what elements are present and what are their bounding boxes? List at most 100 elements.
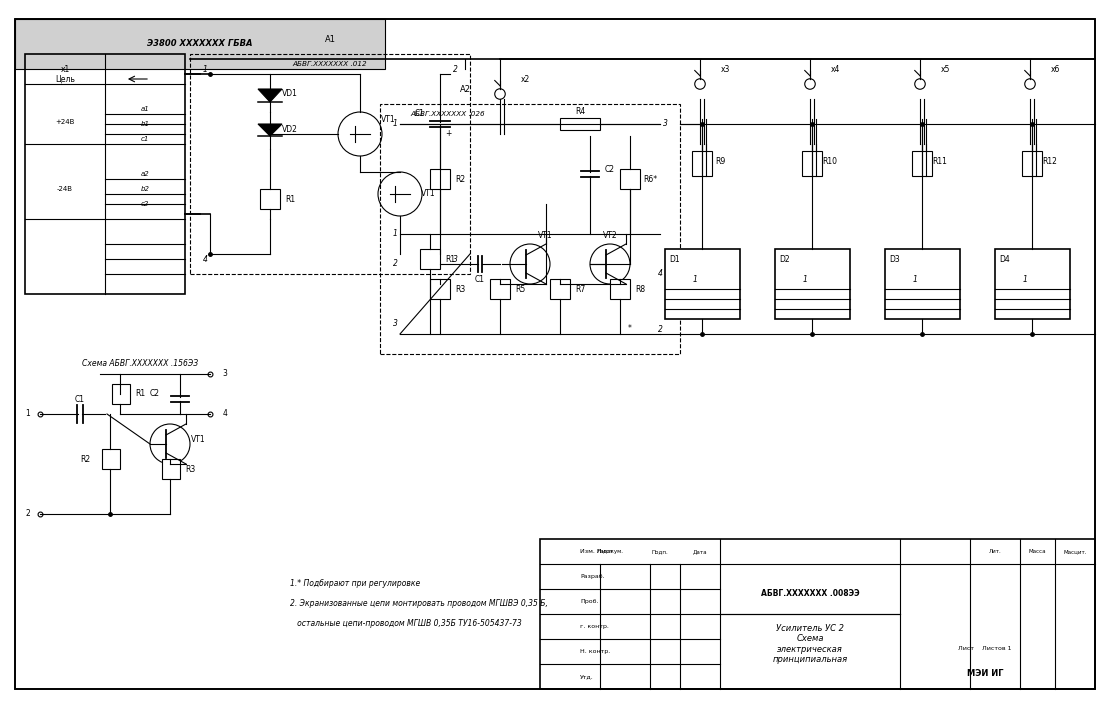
Bar xyxy=(802,151,822,176)
Text: Схема АБВГ.XXXXXXX .156ЭЗ: Схема АБВГ.XXXXXXX .156ЭЗ xyxy=(81,360,198,368)
Bar xyxy=(190,54,470,274)
Text: Масцит.: Масцит. xyxy=(1064,549,1087,554)
Text: -24В: -24В xyxy=(57,186,73,192)
Bar xyxy=(620,169,639,189)
Text: D1: D1 xyxy=(670,255,681,263)
Text: Лист    Листов 1: Лист Листов 1 xyxy=(959,646,1012,651)
Text: a1: a1 xyxy=(141,106,150,112)
Text: Разраб.: Разраб. xyxy=(580,574,605,579)
Text: VT1: VT1 xyxy=(381,115,395,123)
Text: x4: x4 xyxy=(830,65,839,73)
Text: VT1: VT1 xyxy=(538,232,552,241)
Text: a2: a2 xyxy=(141,171,150,177)
Bar xyxy=(885,249,960,319)
Text: 3: 3 xyxy=(393,320,397,329)
Text: C2: C2 xyxy=(605,165,615,173)
Bar xyxy=(610,279,631,299)
Bar xyxy=(162,459,180,479)
Text: 3: 3 xyxy=(222,370,228,379)
Text: R7: R7 xyxy=(575,284,585,294)
Text: 1: 1 xyxy=(203,65,208,73)
Bar xyxy=(381,104,680,354)
Bar xyxy=(665,249,740,319)
Text: 1: 1 xyxy=(26,410,30,418)
Text: Утд.: Утд. xyxy=(580,674,594,679)
Text: 1: 1 xyxy=(1022,275,1028,284)
Bar xyxy=(775,249,850,319)
Bar xyxy=(540,539,1095,689)
Text: 2: 2 xyxy=(393,260,397,268)
Text: VT2: VT2 xyxy=(603,232,617,241)
Text: Масса: Масса xyxy=(1029,549,1047,554)
Text: x6: x6 xyxy=(1050,65,1060,73)
Text: R1: R1 xyxy=(445,255,455,263)
Text: c1: c1 xyxy=(141,136,150,142)
Bar xyxy=(1022,151,1042,176)
Bar xyxy=(102,449,121,469)
Text: VD2: VD2 xyxy=(282,125,298,134)
Bar xyxy=(260,189,280,209)
Text: R3: R3 xyxy=(455,284,465,294)
Text: R11: R11 xyxy=(933,156,947,165)
Text: R2: R2 xyxy=(80,455,90,463)
Text: г. контр.: г. контр. xyxy=(580,624,609,629)
Text: R1: R1 xyxy=(135,389,145,398)
Text: Лит.: Лит. xyxy=(989,549,1001,554)
Text: R10: R10 xyxy=(822,156,837,165)
Text: R3: R3 xyxy=(185,465,195,474)
Text: C1: C1 xyxy=(415,110,425,118)
Text: D3: D3 xyxy=(889,255,901,263)
Text: Э3800 XXXXXXX ГБВА: Э3800 XXXXXXX ГБВА xyxy=(147,39,252,49)
Text: 1: 1 xyxy=(393,230,397,239)
Text: Нэдакум.: Нэдакум. xyxy=(596,549,624,554)
Bar xyxy=(490,279,510,299)
Text: А1: А1 xyxy=(325,34,336,44)
Text: АБВГ.XXXXXXX .026: АБВГ.XXXXXXX .026 xyxy=(410,111,484,117)
Text: R9: R9 xyxy=(715,156,725,165)
Text: x5: x5 xyxy=(941,65,950,73)
Text: R4: R4 xyxy=(575,106,585,115)
Text: Подп.: Подп. xyxy=(652,549,668,554)
Text: R8: R8 xyxy=(635,284,645,294)
Text: 2: 2 xyxy=(453,65,458,73)
Text: R12: R12 xyxy=(1042,156,1058,165)
Text: 1: 1 xyxy=(802,275,808,284)
Text: 2: 2 xyxy=(657,325,663,334)
Text: C1: C1 xyxy=(475,275,485,284)
Text: МЭИ ИГ: МЭИ ИГ xyxy=(966,670,1003,679)
Text: c2: c2 xyxy=(141,201,150,207)
Text: 4: 4 xyxy=(657,270,663,279)
Text: 3: 3 xyxy=(663,120,667,129)
Text: Н. контр.: Н. контр. xyxy=(580,649,610,654)
Polygon shape xyxy=(258,89,282,102)
Bar xyxy=(912,151,932,176)
Bar xyxy=(692,151,712,176)
Bar xyxy=(15,19,385,69)
Text: VT1: VT1 xyxy=(191,434,205,444)
Text: 1: 1 xyxy=(913,275,917,284)
Text: Усилитель УС 2
Схема
электрическая
принципиальная: Усилитель УС 2 Схема электрическая принц… xyxy=(772,624,847,664)
Text: R6*: R6* xyxy=(643,175,657,184)
Text: Изм. Лист: Изм. Лист xyxy=(580,549,613,554)
Text: 1: 1 xyxy=(393,120,397,129)
Text: VD1: VD1 xyxy=(282,89,298,99)
Text: 2. Экранизованные цепи монтировать проводом МГШВЭ 0,35 Б,: 2. Экранизованные цепи монтировать прово… xyxy=(290,600,548,608)
Text: Дата: Дата xyxy=(693,549,708,554)
Text: 3: 3 xyxy=(453,255,458,263)
Bar xyxy=(995,249,1070,319)
Text: Цель: Цель xyxy=(55,75,75,84)
Text: x1: x1 xyxy=(60,65,69,73)
Text: D2: D2 xyxy=(780,255,790,263)
Bar xyxy=(550,279,570,299)
Text: А2: А2 xyxy=(460,84,471,94)
Bar xyxy=(25,54,185,294)
Bar xyxy=(560,118,600,130)
Text: 4: 4 xyxy=(222,410,228,418)
Text: C2: C2 xyxy=(150,389,160,398)
Text: 1: 1 xyxy=(693,275,698,284)
Text: 1.* Подбирают при регулировке: 1.* Подбирают при регулировке xyxy=(290,579,421,589)
Text: *: * xyxy=(628,325,632,334)
Text: +: + xyxy=(445,130,451,139)
Text: C1: C1 xyxy=(75,394,85,403)
Text: x2: x2 xyxy=(520,75,530,84)
